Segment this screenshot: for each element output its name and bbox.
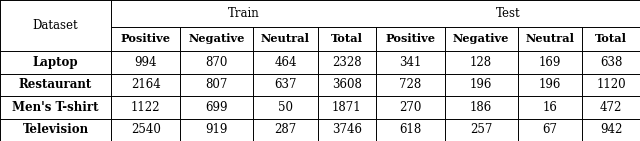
Text: 169: 169 <box>539 56 561 69</box>
Text: 50: 50 <box>278 101 293 114</box>
Text: 3608: 3608 <box>332 78 362 91</box>
Text: 637: 637 <box>274 78 297 91</box>
Text: 638: 638 <box>600 56 622 69</box>
Text: 699: 699 <box>205 101 228 114</box>
Text: Positive: Positive <box>121 33 171 44</box>
Text: Total: Total <box>595 33 627 44</box>
Text: 67: 67 <box>542 123 557 136</box>
Text: Neutral: Neutral <box>525 33 574 44</box>
Text: 1122: 1122 <box>131 101 161 114</box>
Text: 2540: 2540 <box>131 123 161 136</box>
Text: 196: 196 <box>539 78 561 91</box>
Text: 472: 472 <box>600 101 622 114</box>
Text: 728: 728 <box>399 78 421 91</box>
Text: 270: 270 <box>399 101 421 114</box>
Text: 2164: 2164 <box>131 78 161 91</box>
Text: 870: 870 <box>205 56 228 69</box>
Text: 257: 257 <box>470 123 492 136</box>
Text: Laptop: Laptop <box>33 56 78 69</box>
Text: Restaurant: Restaurant <box>19 78 92 91</box>
Text: 3746: 3746 <box>332 123 362 136</box>
Text: 128: 128 <box>470 56 492 69</box>
Text: 1871: 1871 <box>332 101 362 114</box>
Text: Television: Television <box>22 123 89 136</box>
Text: 618: 618 <box>399 123 421 136</box>
Text: Neutral: Neutral <box>261 33 310 44</box>
Text: 807: 807 <box>205 78 228 91</box>
Text: Negative: Negative <box>189 33 245 44</box>
Text: 942: 942 <box>600 123 622 136</box>
Text: Test: Test <box>495 7 520 20</box>
Text: Positive: Positive <box>385 33 435 44</box>
Text: 287: 287 <box>275 123 296 136</box>
Text: 994: 994 <box>134 56 157 69</box>
Text: Total: Total <box>331 33 363 44</box>
Text: Dataset: Dataset <box>33 19 78 32</box>
Text: Men's T-shirt: Men's T-shirt <box>12 101 99 114</box>
Text: 186: 186 <box>470 101 492 114</box>
Text: 341: 341 <box>399 56 421 69</box>
Text: 919: 919 <box>205 123 228 136</box>
Text: 196: 196 <box>470 78 492 91</box>
Text: Negative: Negative <box>453 33 509 44</box>
Text: 464: 464 <box>274 56 297 69</box>
Text: 16: 16 <box>543 101 557 114</box>
Text: Train: Train <box>227 7 259 20</box>
Text: 1120: 1120 <box>596 78 626 91</box>
Text: 2328: 2328 <box>332 56 362 69</box>
